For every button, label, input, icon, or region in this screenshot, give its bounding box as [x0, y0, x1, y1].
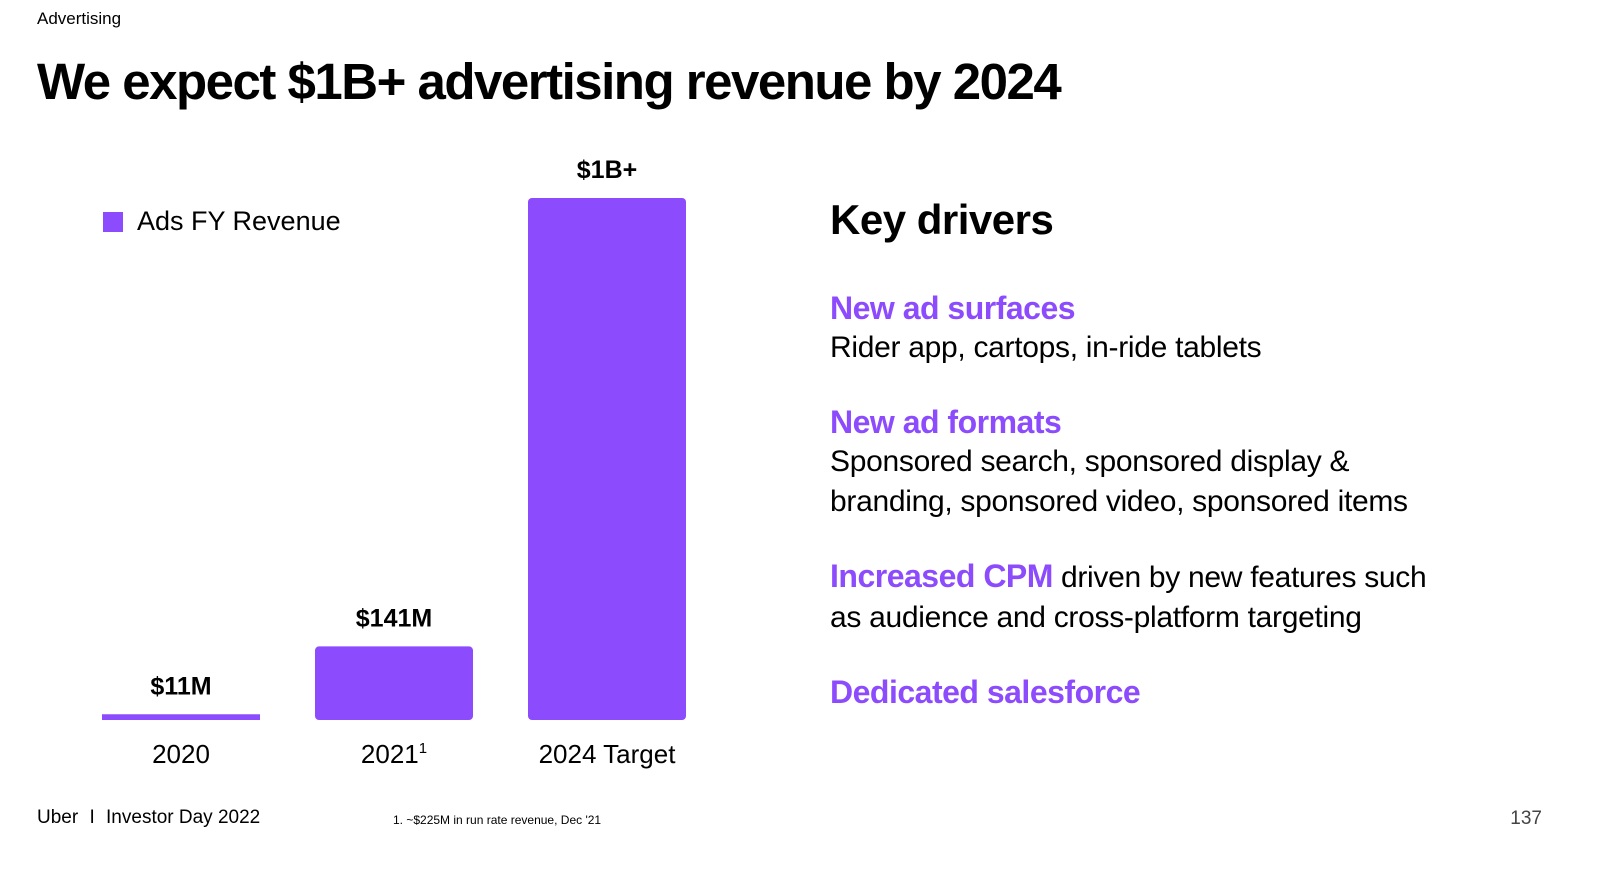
- footer-separator: I: [89, 807, 95, 828]
- bar-value-label: $11M: [150, 672, 211, 700]
- driver-heading: New ad formats: [830, 404, 1062, 440]
- driver-heading: New ad surfaces: [830, 290, 1076, 326]
- page-title: We expect $1B+ advertising revenue by 20…: [37, 53, 1062, 110]
- driver-heading: Dedicated salesforce: [830, 674, 1141, 710]
- x-tick-label: 2024 Target: [539, 739, 677, 769]
- footnote: 1. ~$225M in run rate revenue, Dec '21: [393, 813, 602, 827]
- driver-description-line: Increased CPM driven by new features suc…: [830, 556, 1550, 598]
- footer-brand: Uber: [37, 807, 79, 828]
- driver-new-ad-formats: New ad formats Sponsored search, sponsor…: [830, 402, 1550, 522]
- footer-brand-line: Uber I Investor Day 2022: [37, 807, 260, 829]
- driver-new-ad-surfaces: New ad surfaces Rider app, cartops, in-r…: [830, 288, 1550, 368]
- page-number: 137: [1510, 808, 1542, 829]
- key-drivers-panel: Key drivers New ad surfaces Rider app, c…: [830, 196, 1550, 746]
- driver-description-inline: driven by new features such: [1052, 561, 1427, 594]
- bar-2024-target: [528, 198, 686, 720]
- bar-value-label: $141M: [356, 604, 432, 632]
- legend-label: Ads FY Revenue: [137, 206, 341, 236]
- section-label: Advertising: [37, 9, 122, 28]
- driver-description-line: Sponsored search, sponsored display &: [830, 445, 1350, 478]
- chart-legend: Ads FY Revenue: [103, 206, 341, 237]
- x-tick-label: 2020: [152, 739, 210, 769]
- key-drivers-title: Key drivers: [830, 196, 1054, 243]
- bar-value-label: $1B+: [577, 156, 637, 184]
- legend-swatch: [103, 211, 123, 232]
- driver-description-line: branding, sponsored video, sponsored ite…: [830, 485, 1408, 518]
- revenue-bar-chart: $11M 2020 $141M 20211 $1B+ 2024 Target: [102, 156, 686, 769]
- driver-heading: Increased CPM: [830, 558, 1053, 594]
- driver-description: Rider app, cartops, in-ride tablets: [830, 331, 1262, 364]
- driver-description-line: as audience and cross-platform targeting: [830, 601, 1362, 634]
- footnote-marker: 1: [419, 740, 427, 757]
- x-tick-label: 20211: [361, 739, 427, 769]
- footer-event: Investor Day 2022: [106, 807, 261, 828]
- bar-2020: [102, 714, 260, 720]
- driver-dedicated-salesforce: Dedicated salesforce: [830, 672, 1550, 712]
- bar-2021: [315, 646, 473, 720]
- driver-increased-cpm: Increased CPM driven by new features suc…: [830, 556, 1550, 638]
